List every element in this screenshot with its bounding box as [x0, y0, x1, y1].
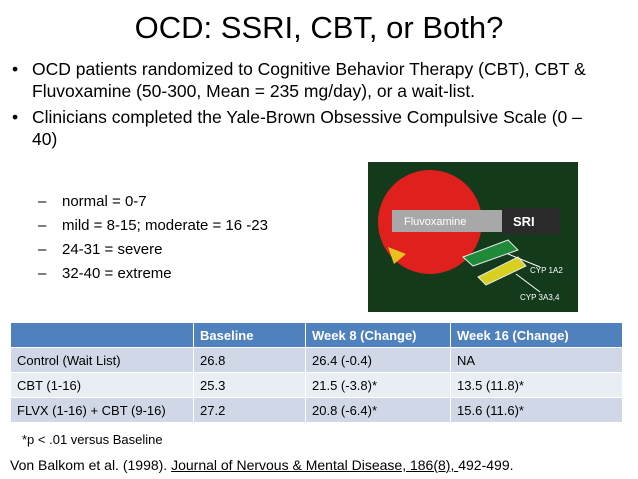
subbullet: mild = 8-15; moderate = 16 -23 — [38, 214, 268, 238]
figure-label: SRI — [513, 214, 535, 229]
table-row: Control (Wait List) 26.8 26.4 (-0.4) NA — [10, 347, 623, 373]
table-row: CBT (1-16) 25.3 21.5 (-3.8)* 13.5 (11.8)* — [10, 372, 623, 398]
figure-label: Fluvoxamine — [404, 216, 466, 228]
shape — [388, 247, 406, 264]
table-cell: 26.4 (-0.4) — [305, 347, 451, 373]
figure-label: CYP 3A3,4 — [520, 293, 560, 302]
table-cell: 27.2 — [193, 397, 306, 423]
header-row: Baseline Week 8 (Change) Week 16 (Change… — [10, 322, 623, 348]
subbullet: 32-40 = extreme — [38, 262, 268, 286]
arrow — [515, 273, 541, 293]
results-table: Baseline Week 8 (Change) Week 16 (Change… — [10, 322, 623, 423]
header-cell: Week 16 (Change) — [450, 322, 623, 348]
figure: Fluvoxamine SRI CYP 1A2 CYP 3A3,4 — [368, 162, 578, 312]
title: OCD: SSRI, CBT, or Both? — [134, 10, 504, 45]
bullet: OCD patients randomized to Cognitive Beh… — [10, 58, 610, 102]
drug-bar — [392, 210, 502, 232]
subbullet: 24-31 = severe — [38, 238, 268, 262]
table-cell: 21.5 (-3.8)* — [305, 372, 451, 398]
bullet-list: OCD patients randomized to Cognitive Beh… — [10, 58, 610, 154]
citation-authors: Von Balkom et al. (1998). — [10, 457, 172, 473]
table-row: FLVX (1-16) + CBT (9-16) 27.2 20.8 (-6.4)*… — [10, 397, 623, 423]
figure-label: CYP 1A2 — [530, 266, 563, 275]
bullet: Clinicians completed the Yale-Brown Obse… — [10, 106, 592, 150]
subbullet-list: normal = 0-7 mild = 8-15; moderate = 16 … — [38, 190, 268, 286]
enzyme — [462, 239, 519, 267]
arrow — [507, 253, 541, 268]
table-cell: FLVX (1-16) + CBT (9-16) — [10, 397, 194, 423]
enzyme — [477, 256, 527, 286]
table-cell: 15.6 (11.6)* — [450, 397, 623, 423]
footnote: *p < .01 versus Baseline — [22, 432, 163, 447]
table-cell: 13.5 (11.8)* — [450, 372, 623, 398]
citation-pages: 492-499. — [458, 457, 514, 473]
table-cell: 25.3 — [193, 372, 306, 398]
table-cell: 26.8 — [193, 347, 306, 373]
table-cell: 20.8 (-6.4)* — [305, 397, 451, 423]
subbullet: normal = 0-7 — [38, 190, 268, 214]
citation: Von Balkom et al. (1998). Journal of Ner… — [10, 457, 514, 473]
header-cell: Baseline — [193, 322, 306, 348]
header-cell — [10, 322, 194, 348]
header-cell: Week 8 (Change) — [305, 322, 451, 348]
citation-journal: Journal of Nervous & Mental Disease, 186… — [171, 457, 459, 473]
sri-block — [502, 208, 560, 234]
table-cell: NA — [450, 347, 623, 373]
table-cell: Control (Wait List) — [10, 347, 194, 373]
table-cell: CBT (1-16) — [10, 372, 194, 398]
